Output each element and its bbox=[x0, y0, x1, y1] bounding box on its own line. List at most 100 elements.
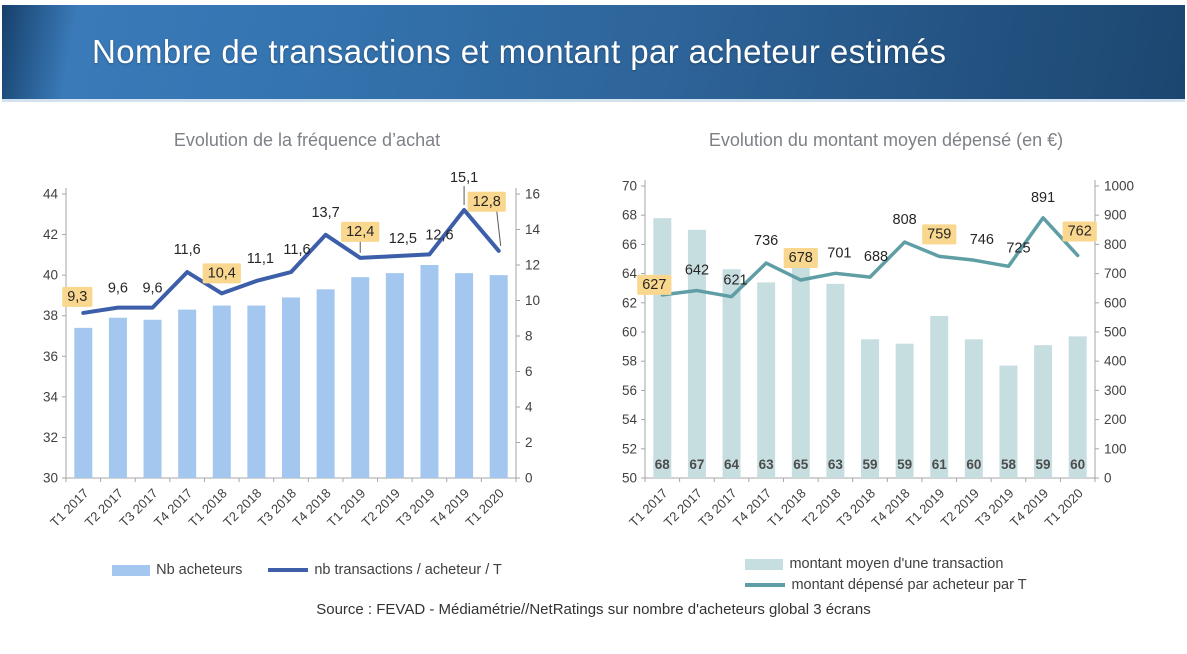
x-axis-label: T1 2020 bbox=[462, 486, 506, 530]
bar-T2-2017 bbox=[108, 317, 127, 478]
bar-T2-2018 bbox=[247, 305, 266, 478]
header-banner: Nombre de transactions et montant par ac… bbox=[2, 5, 1185, 102]
label-highlight bbox=[922, 224, 957, 245]
bar-value-label: 68 bbox=[655, 457, 671, 472]
label-highlight bbox=[783, 248, 818, 269]
charts-row: Evolution de la fréquence d’achat 30 32 34… bbox=[0, 102, 1187, 593]
legend-label-montant-acheteur: montant dépensé par acheteur par T bbox=[791, 577, 1027, 593]
line-data-label: 759 bbox=[927, 226, 951, 242]
montant-chart-canvas: 5052545658606264666870010020030040050060… bbox=[622, 179, 1134, 530]
left-axis-tick-label: 62 bbox=[622, 295, 637, 310]
bar-T2-2019 bbox=[385, 273, 404, 478]
line-data-label: 746 bbox=[970, 232, 994, 248]
bar-T3-2017 bbox=[722, 269, 741, 478]
bar-value-label: 60 bbox=[966, 457, 981, 472]
right-axis-tick-label: 500 bbox=[1104, 325, 1127, 340]
left-axis-tick-label: 38 bbox=[43, 308, 58, 323]
bar-T1-2018 bbox=[791, 264, 810, 478]
bar-value-label: 61 bbox=[932, 457, 948, 472]
line-data-label: 701 bbox=[827, 245, 851, 261]
bar-series-swatch bbox=[745, 558, 784, 570]
label-highlight bbox=[467, 191, 506, 212]
left-axis-tick-label: 30 bbox=[43, 471, 58, 486]
legend-label-montant-transaction: montant moyen d'une transaction bbox=[789, 556, 1004, 572]
source-text: Source : FEVAD - Médiamétrie//NetRatings… bbox=[316, 601, 871, 618]
line-data-label: 808 bbox=[893, 212, 917, 228]
right-axis-tick-label: 200 bbox=[1104, 412, 1127, 427]
legend-item-montant-transaction: montant moyen d'une transaction bbox=[745, 556, 1003, 572]
line-data-label: 10,4 bbox=[208, 265, 236, 281]
left-axis-tick-label: 36 bbox=[43, 349, 58, 364]
label-highlight bbox=[1062, 221, 1097, 242]
bar-T1-2020 bbox=[489, 275, 508, 478]
right-axis-tick-label: 14 bbox=[525, 222, 541, 237]
line-series-swatch bbox=[268, 568, 309, 572]
bar-T4-2019 bbox=[455, 273, 474, 478]
right-axis-tick-label: 10 bbox=[525, 293, 540, 308]
line-data-label: 688 bbox=[864, 249, 888, 265]
legend-item-montant-acheteur: montant dépensé par acheteur par T bbox=[745, 577, 1027, 593]
bar-value-label: 65 bbox=[793, 457, 809, 472]
left-axis-tick-label: 68 bbox=[622, 208, 637, 223]
bar-T1-2017 bbox=[653, 218, 672, 478]
bar-value-label: 63 bbox=[828, 457, 844, 472]
right-axis-tick-label: 100 bbox=[1104, 441, 1127, 456]
bar-value-label: 64 bbox=[724, 457, 740, 472]
label-highlight bbox=[62, 286, 93, 307]
left-axis-tick-label: 54 bbox=[622, 412, 638, 427]
left-axis-tick-label: 70 bbox=[622, 179, 637, 194]
right-axis-tick-label: 6 bbox=[525, 364, 533, 379]
right-axis-tick-label: 8 bbox=[525, 329, 533, 344]
left-axis-tick-label: 52 bbox=[622, 441, 637, 456]
right-axis-tick-label: 12 bbox=[525, 258, 540, 273]
line-data-label: 736 bbox=[754, 233, 778, 249]
line-data-label: 9,6 bbox=[142, 281, 162, 297]
line-series bbox=[81, 207, 501, 315]
left-axis-tick-label: 44 bbox=[43, 187, 59, 202]
line-series bbox=[660, 216, 1080, 299]
frequence-chart-title: Evolution de la fréquence d’achat bbox=[173, 130, 441, 150]
frequence-legend: Nb acheteurs nb transactions / acheteur … bbox=[28, 558, 586, 582]
legend-label-nb-acheteurs: Nb acheteurs bbox=[156, 562, 243, 578]
montant-legend: montant moyen d'une transaction montant … bbox=[745, 556, 1027, 593]
bar-series-swatch bbox=[112, 564, 151, 576]
line-data-label: 11,1 bbox=[247, 251, 274, 267]
left-axis-tick-label: 50 bbox=[622, 471, 637, 486]
bar-T3-2018 bbox=[282, 297, 300, 478]
left-axis-tick-label: 56 bbox=[622, 383, 637, 398]
label-highlight bbox=[637, 274, 672, 295]
legend-item-nb-acheteurs: Nb acheteurs bbox=[112, 562, 242, 578]
right-axis-tick-label: 800 bbox=[1104, 237, 1127, 252]
line-data-label: 12,4 bbox=[346, 224, 374, 240]
left-axis-tick-label: 40 bbox=[43, 268, 58, 283]
bar-T4-2017 bbox=[757, 282, 776, 478]
label-leader-line bbox=[496, 210, 502, 246]
bar-T1-2019 bbox=[351, 277, 370, 478]
bar-value-label: 59 bbox=[862, 457, 877, 472]
line-data-label: 12,6 bbox=[425, 227, 453, 243]
bar-T4-2018 bbox=[316, 289, 335, 478]
bar-T3-2019 bbox=[420, 265, 439, 478]
chart-card-frequence: Evolution de la fréquence d’achat 30 32 34… bbox=[28, 102, 586, 593]
legend-item-nb-transactions: nb transactions / acheteur / T bbox=[268, 562, 502, 578]
bar-T2-2019 bbox=[964, 339, 983, 478]
right-axis-tick-label: 700 bbox=[1104, 266, 1127, 281]
bar-T1-2020 bbox=[1068, 336, 1087, 478]
line-data-label: 762 bbox=[1068, 223, 1092, 239]
line-data-label: 9,3 bbox=[67, 289, 87, 305]
bar-T3-2018 bbox=[861, 339, 879, 478]
left-axis-tick-label: 66 bbox=[622, 237, 637, 252]
line-data-label: 15,1 bbox=[450, 170, 478, 186]
line-data-label: 12,8 bbox=[473, 194, 501, 210]
line-data-label: 891 bbox=[1031, 190, 1055, 206]
right-axis-tick-label: 300 bbox=[1104, 383, 1127, 398]
bar-value-label: 63 bbox=[759, 457, 775, 472]
left-axis-tick-label: 58 bbox=[622, 354, 637, 369]
left-axis-tick-label: 42 bbox=[43, 227, 58, 242]
right-axis-tick-label: 400 bbox=[1104, 354, 1127, 369]
page-title: Nombre de transactions et montant par ac… bbox=[92, 33, 947, 70]
bar-T2-2018 bbox=[826, 283, 845, 478]
line-series-swatch bbox=[745, 583, 786, 587]
x-axis-label: T1 2020 bbox=[1041, 486, 1085, 530]
label-highlight bbox=[341, 221, 380, 242]
